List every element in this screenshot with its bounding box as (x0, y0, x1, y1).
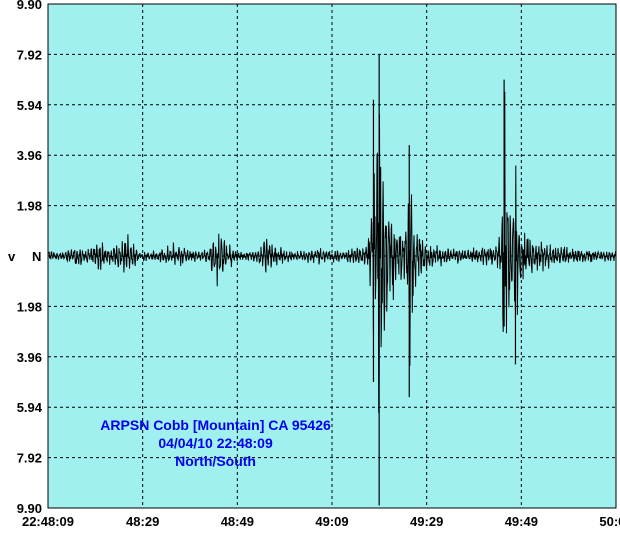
x-tick-label: 50:09 (599, 514, 620, 529)
x-tick-label: 49:49 (505, 514, 538, 529)
y-tick-label: 1.98 (17, 299, 42, 314)
y-tick-label: 9.90 (17, 0, 42, 12)
chart-annotation-line: North/South (175, 453, 256, 469)
y-tick-label: 1.98 (17, 199, 42, 214)
axis-letter-v: v (8, 249, 16, 264)
x-tick-label: 48:29 (126, 514, 159, 529)
axis-letter-n: N (32, 249, 41, 264)
y-tick-label: 5.94 (17, 400, 43, 415)
y-tick-label: 3.96 (17, 350, 42, 365)
seismogram-chart: 9.907.925.943.961.981.983.965.947.929.90… (0, 0, 620, 542)
y-tick-label: 7.92 (17, 451, 42, 466)
y-tick-label: 7.92 (17, 47, 42, 62)
x-tick-label: 49:29 (410, 514, 443, 529)
chart-svg: 9.907.925.943.961.981.983.965.947.929.90… (0, 0, 620, 542)
x-tick-label: 22:48:09 (22, 514, 74, 529)
chart-annotation-line: ARPSN Cobb [Mountain] CA 95426 (100, 417, 331, 433)
y-tick-label: 5.94 (17, 98, 43, 113)
y-tick-label: 3.96 (17, 148, 42, 163)
x-tick-label: 48:49 (221, 514, 254, 529)
x-tick-label: 49:09 (315, 514, 348, 529)
chart-annotation-line: 04/04/10 22:48:09 (158, 435, 273, 451)
